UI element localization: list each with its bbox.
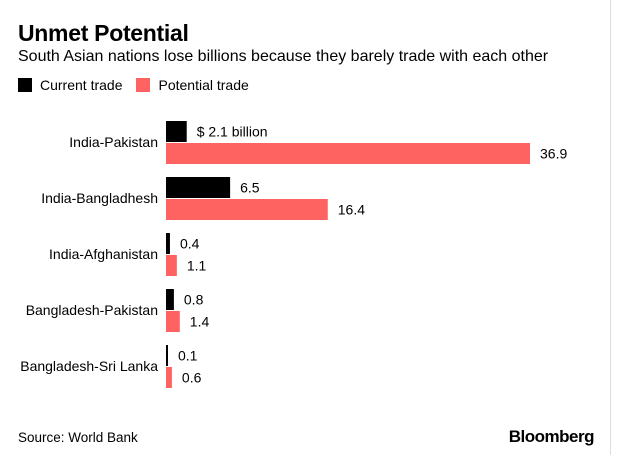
potential-trade-bar [166, 199, 328, 220]
data-label: 0.4 [180, 236, 200, 252]
data-label: 0.1 [178, 348, 198, 364]
current-trade-bar [166, 233, 170, 254]
data-label: 0.6 [182, 370, 202, 386]
data-label: 1.4 [190, 314, 210, 330]
data-label: 36.9 [540, 146, 567, 162]
potential-trade-bar [166, 311, 180, 332]
legend-swatch-potential [136, 78, 151, 92]
current-trade-bar [166, 345, 168, 366]
chart-subtitle: South Asian nations lose billions becaus… [18, 48, 549, 65]
data-label: 0.8 [184, 292, 204, 308]
potential-trade-bar [166, 367, 172, 388]
data-label: $ 2.1 billion [197, 124, 268, 140]
data-label: 16.4 [338, 202, 365, 218]
bloomberg-logo: Bloomberg [508, 427, 595, 446]
category-label: Bangladesh-Sri Lanka [20, 358, 158, 374]
current-trade-bar [166, 289, 174, 310]
category-label: India-Pakistan [69, 134, 158, 150]
legend-label-current: Current trade [40, 77, 123, 93]
category-label: India-Bangladhesh [41, 190, 158, 206]
legend-label-potential: Potential trade [158, 77, 249, 93]
source-note: Source: World Bank [18, 430, 138, 445]
category-label: India-Afghanistan [49, 246, 158, 262]
data-label: 6.5 [240, 180, 260, 196]
potential-trade-bar [166, 143, 530, 164]
current-trade-bar [166, 121, 187, 142]
chart-frame [610, 0, 611, 455]
chart-title: Unmet Potential [18, 20, 189, 46]
current-trade-bar [166, 177, 231, 198]
category-label: Bangladesh-Pakistan [26, 302, 158, 318]
legend-swatch-current [18, 78, 32, 92]
legend: Current trade Potential trade [18, 77, 263, 93]
data-label: 1.1 [187, 258, 207, 274]
potential-trade-bar [166, 255, 177, 276]
